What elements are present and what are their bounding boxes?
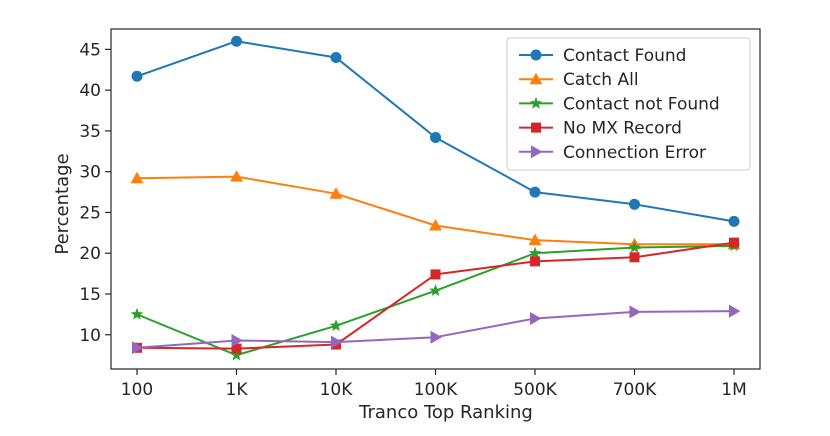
legend-marker-catch-all [529, 72, 543, 85]
data-point-no-mx-record [729, 237, 739, 248]
data-point-catch-all [429, 218, 442, 231]
legend-label-catch-all: Catch All [563, 70, 639, 90]
data-point-contact-not-found [329, 319, 343, 332]
legend: Contact Found Catch All Contact not Found N… [506, 37, 751, 171]
series-line-connection-error [136, 310, 735, 349]
legend-label-contact-not-found: Contact not Found [563, 94, 720, 114]
data-point-connection-error [231, 333, 243, 347]
data-point-no-mx-record [530, 256, 540, 267]
y-tick-label: 15 [79, 285, 101, 305]
legend-item-contact-not-found: Contact not Found [519, 94, 720, 114]
x-tick-label: 100 [121, 380, 153, 400]
data-point-connection-error [729, 304, 741, 318]
x-tick-label: 500K [513, 380, 557, 400]
y-tick-label: 40 [79, 81, 101, 101]
y-axis-label: Percentage [52, 153, 73, 254]
legend-item-contact-found: Contact Found [519, 46, 686, 66]
data-point-catch-all [230, 170, 243, 182]
data-point-connection-error [132, 341, 144, 355]
data-point-connection-error [331, 335, 343, 349]
legend-label-connection-error: Connection Error [563, 143, 706, 163]
x-tick-label: 1M [721, 380, 746, 400]
x-tick-label: 700K [613, 380, 657, 400]
series-layer [130, 35, 741, 361]
data-point-connection-error [530, 311, 542, 325]
y-tick-label: 25 [79, 203, 101, 223]
x-tick-label: 10K [320, 380, 354, 400]
series-connection-error [132, 304, 741, 355]
data-point-contact-not-found [230, 348, 243, 361]
data-point-contact-not-found [628, 241, 641, 253]
data-point-contact-found [430, 131, 441, 143]
data-point-no-mx-record [430, 269, 441, 280]
data-point-contact-found [131, 70, 143, 82]
legend-marker-contact-found [530, 49, 542, 61]
y-tick-label: 35 [79, 122, 101, 142]
data-point-contact-found [330, 52, 342, 64]
legend-item-no-mx-record: No MX Record [519, 119, 682, 139]
y-tick-label: 20 [79, 244, 101, 264]
data-point-connection-error [629, 305, 641, 319]
data-point-connection-error [430, 330, 442, 344]
x-tick-label: 1K [226, 380, 249, 400]
legend-box [506, 37, 751, 171]
y-tick-label: 30 [79, 163, 101, 183]
data-point-contact-not-found [528, 246, 542, 259]
y-tick-label: 10 [79, 326, 101, 346]
data-point-contact-found [231, 35, 242, 47]
series-catch-all [130, 170, 741, 250]
y-tick-label: 45 [79, 40, 101, 60]
legend-label-no-mx-record: No MX Record [563, 119, 682, 139]
legend-marker-connection-error [531, 145, 543, 159]
data-point-no-mx-record [231, 343, 242, 354]
legend-item-catch-all: Catch All [519, 70, 639, 90]
data-point-contact-found [529, 186, 541, 198]
legend-label-contact-found: Contact Found [563, 46, 686, 66]
data-point-contact-not-found [429, 284, 442, 296]
data-point-contact-not-found [130, 307, 144, 320]
x-tick-label: 100K [414, 380, 458, 400]
legend-marker-contact-not-found [529, 96, 543, 109]
data-point-contact-found [629, 198, 640, 210]
x-axis-label: Tranco Top Ranking [358, 402, 533, 423]
axes-layer: 100 1K 10K 100K 500K 700K 1M 10 15 20 25 30 35 40 45 [79, 40, 746, 400]
series-line-no-mx-record [136, 241, 735, 350]
data-point-no-mx-record [629, 252, 640, 263]
series-contact-found [131, 35, 740, 227]
legend-item-connection-error: Connection Error [519, 143, 706, 163]
data-point-catch-all [329, 187, 343, 199]
data-point-contact-found [728, 215, 740, 227]
series-line-catch-all [136, 175, 734, 246]
data-point-catch-all [130, 171, 144, 184]
data-point-catch-all [528, 233, 542, 246]
legend-marker-no-mx-record [531, 122, 541, 133]
